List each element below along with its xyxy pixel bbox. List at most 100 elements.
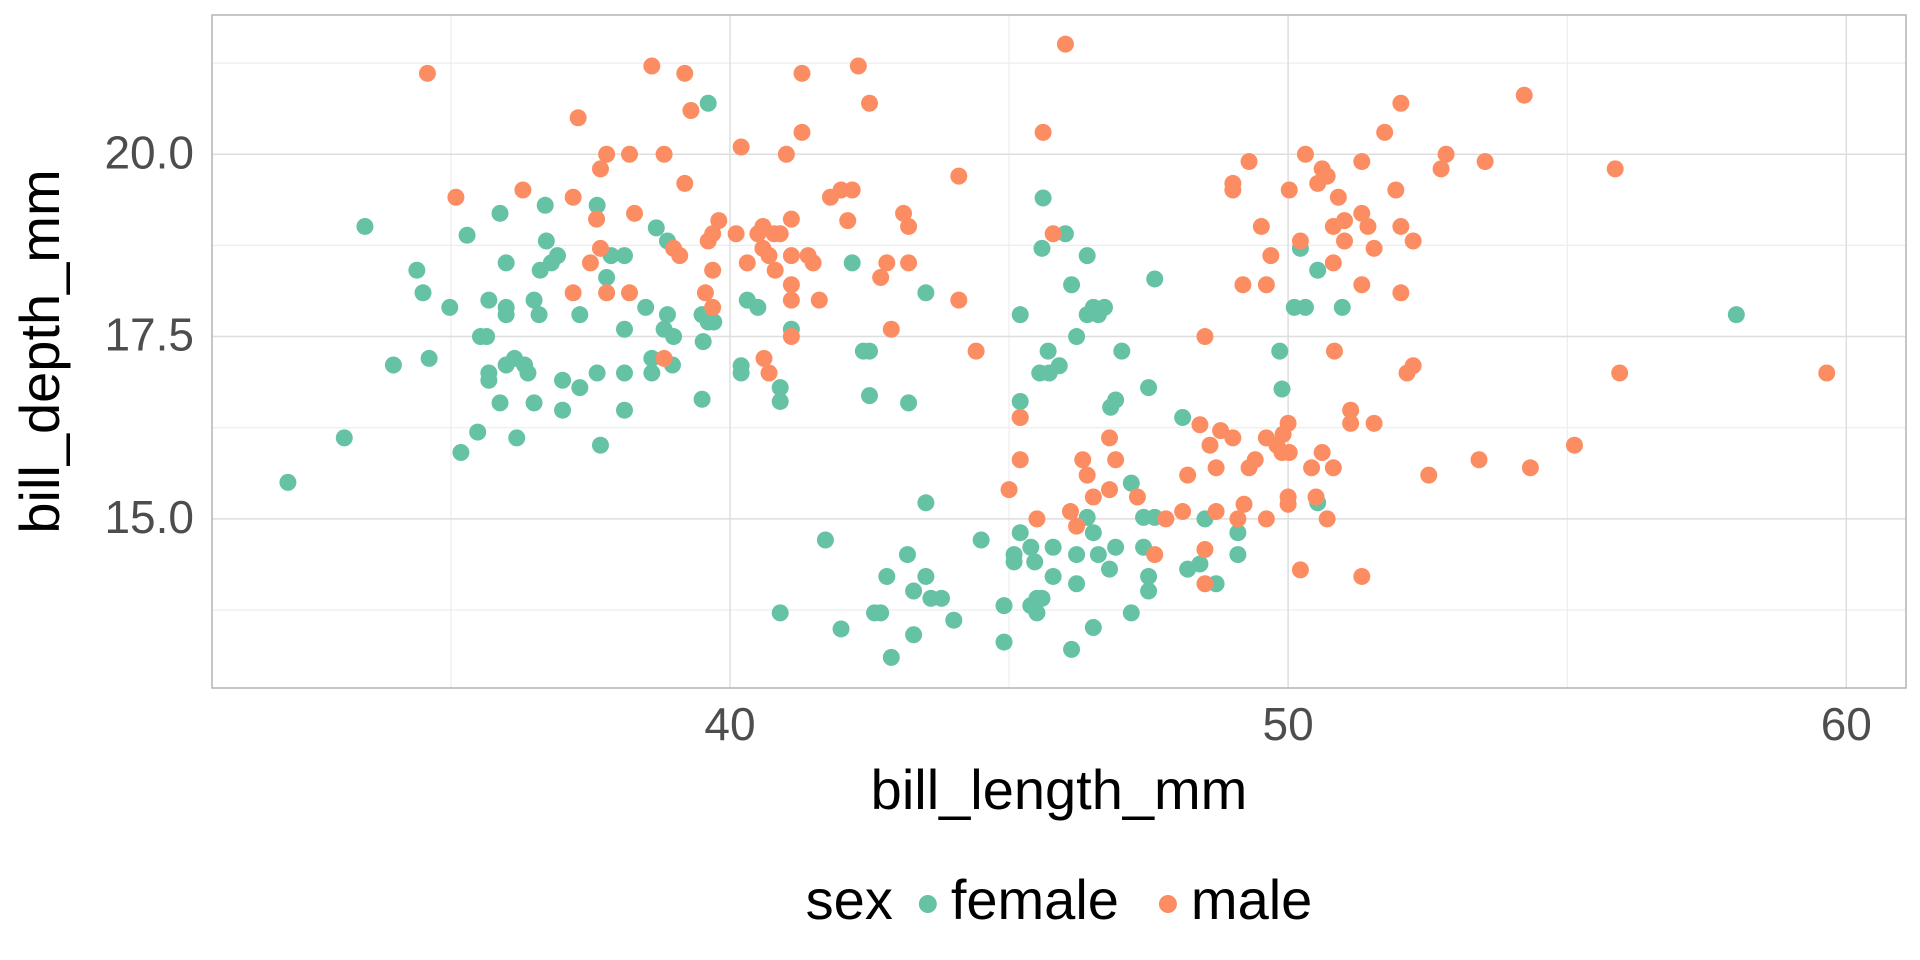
point: [1291, 232, 1309, 250]
point: [1342, 414, 1360, 432]
point: [1146, 546, 1164, 564]
point: [905, 582, 923, 600]
point: [1207, 459, 1225, 477]
point: [810, 291, 828, 309]
grid: [212, 15, 1906, 688]
point: [1078, 247, 1096, 265]
point: [1107, 538, 1125, 556]
point: [1296, 298, 1314, 316]
point: [671, 247, 689, 265]
point: [571, 306, 589, 324]
point: [1061, 503, 1079, 521]
legend-label: male: [1191, 868, 1312, 931]
point: [530, 306, 548, 324]
point: [699, 94, 717, 112]
point: [1011, 392, 1029, 410]
point: [1207, 503, 1225, 521]
point: [900, 394, 918, 412]
point: [1280, 443, 1298, 461]
point: [1392, 94, 1410, 112]
point: [1140, 379, 1158, 397]
point: [704, 261, 722, 279]
point: [1011, 524, 1029, 542]
point: [1727, 306, 1745, 324]
point: [995, 633, 1013, 651]
point: [1404, 232, 1422, 250]
point: [839, 212, 857, 230]
point: [1342, 401, 1360, 419]
point: [588, 364, 606, 382]
point: [615, 401, 633, 419]
point: [1011, 451, 1029, 469]
point: [418, 64, 436, 82]
point: [1034, 189, 1052, 207]
point: [1329, 188, 1347, 206]
point: [1246, 451, 1264, 469]
point: [1818, 364, 1836, 382]
point: [755, 349, 773, 367]
point: [1470, 451, 1488, 469]
point: [1353, 276, 1371, 294]
point: [1128, 488, 1146, 506]
point: [1262, 247, 1280, 265]
point: [945, 611, 963, 629]
point: [1011, 306, 1029, 324]
point: [1196, 328, 1214, 346]
point: [508, 429, 526, 447]
point: [1392, 284, 1410, 302]
point: [452, 443, 470, 461]
point: [1033, 589, 1051, 607]
point: [588, 210, 606, 228]
point: [1234, 276, 1252, 294]
point: [1068, 328, 1086, 346]
legend-marker: [918, 895, 937, 913]
legend: sex female male: [806, 868, 1313, 931]
point: [655, 145, 673, 163]
point: [771, 225, 789, 243]
point: [1257, 510, 1275, 528]
point: [1196, 540, 1214, 558]
point: [1034, 123, 1052, 141]
point: [615, 364, 633, 382]
point: [878, 254, 896, 272]
point: [766, 261, 784, 279]
point: [1074, 451, 1092, 469]
point: [1044, 538, 1062, 556]
point: [843, 254, 861, 272]
point: [732, 138, 750, 156]
point: [676, 174, 694, 192]
point: [356, 217, 374, 235]
point: [1279, 414, 1297, 432]
point: [598, 268, 616, 286]
point: [782, 291, 800, 309]
point: [525, 394, 543, 412]
point: [782, 247, 800, 265]
point: [749, 298, 767, 316]
point: [1089, 546, 1107, 564]
point: [564, 284, 582, 302]
point: [898, 546, 916, 564]
point: [861, 342, 879, 360]
point: [782, 210, 800, 228]
point: [1229, 524, 1247, 542]
point: [1235, 495, 1253, 513]
point: [917, 567, 935, 585]
point: [1122, 474, 1140, 492]
point: [1335, 212, 1353, 230]
point: [771, 604, 789, 622]
point: [1095, 298, 1113, 316]
point: [441, 298, 459, 316]
point: [895, 204, 913, 222]
point: [588, 196, 606, 214]
point: [643, 364, 661, 382]
point: [1191, 555, 1209, 573]
y-tick-label: 15.0: [104, 491, 194, 543]
point: [882, 648, 900, 666]
point: [732, 364, 750, 382]
point: [861, 387, 879, 405]
point: [900, 254, 918, 272]
point: [1611, 364, 1629, 382]
point: [620, 284, 638, 302]
point: [1000, 481, 1018, 499]
